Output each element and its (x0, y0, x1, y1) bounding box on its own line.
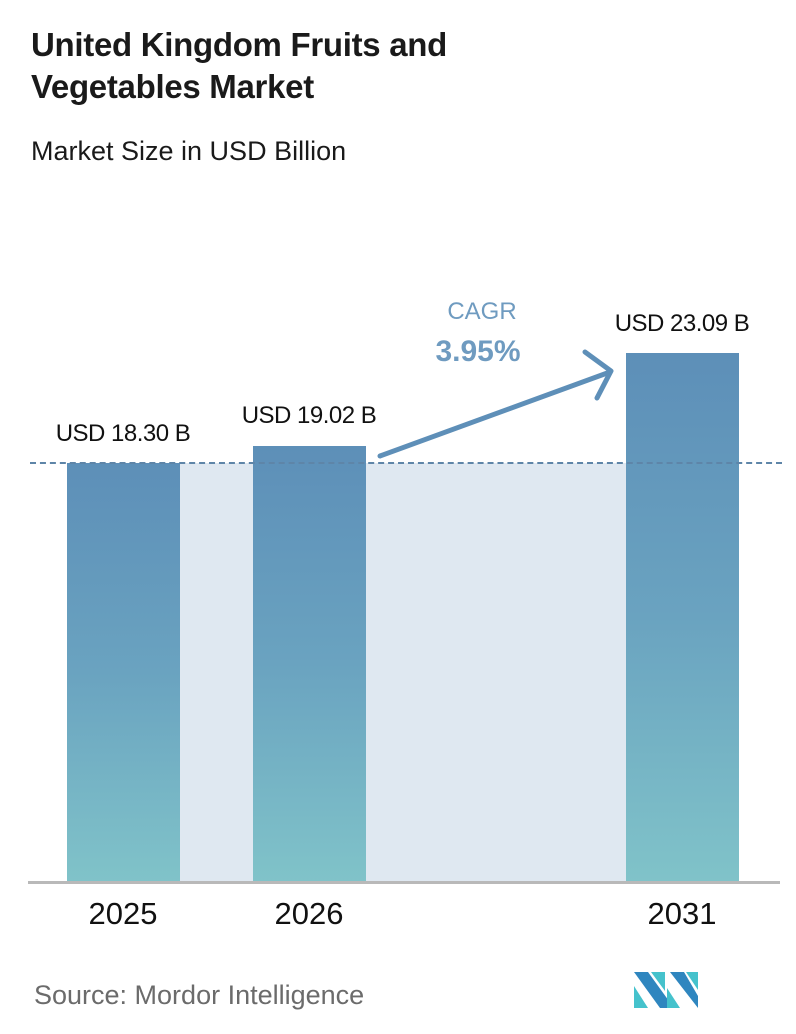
chart-title: United Kingdom Fruits and Vegetables Mar… (31, 26, 447, 105)
x-tick-2031: 2031 (647, 896, 717, 931)
bar-2026 (253, 446, 366, 882)
mordor-intelligence-logo-icon (634, 972, 698, 1008)
reference-dashed-line (30, 462, 782, 464)
source-text: Source: Mordor Intelligence (34, 980, 365, 1010)
value-label-2031: USD 23.09 B (614, 310, 750, 337)
x-axis-line (28, 881, 780, 884)
value-label-2026: USD 19.02 B (241, 402, 377, 429)
x-tick-2026: 2026 (274, 896, 344, 931)
x-tick-2025: 2025 (88, 896, 158, 931)
bar-2025 (67, 463, 180, 882)
value-label-2025: USD 18.30 B (55, 420, 191, 447)
chart-subtitle: Market Size in USD Billion (31, 136, 347, 166)
cagr-value: 3.95% (435, 335, 521, 368)
cagr-label: CAGR (447, 298, 517, 325)
bar-2031 (626, 353, 739, 882)
